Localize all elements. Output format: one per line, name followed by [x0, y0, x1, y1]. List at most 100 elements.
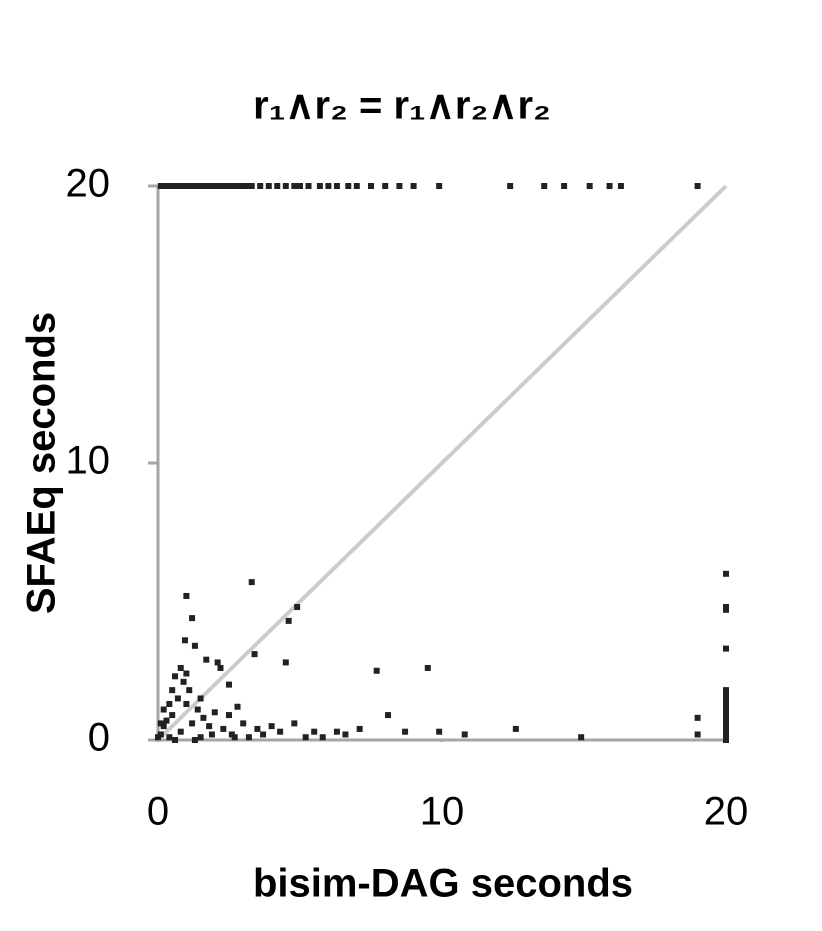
- point: [200, 714, 207, 721]
- point: [382, 183, 389, 189]
- point: [541, 183, 548, 189]
- point: [186, 183, 193, 189]
- point: [206, 723, 213, 730]
- point: [461, 731, 468, 738]
- point: [243, 183, 250, 189]
- point: [723, 687, 729, 694]
- point: [402, 728, 409, 735]
- point: [507, 183, 514, 189]
- point: [385, 712, 392, 719]
- point: [333, 183, 340, 189]
- point: [274, 183, 281, 189]
- point: [606, 183, 613, 189]
- point: [694, 714, 701, 721]
- point: [723, 737, 729, 743]
- point: [169, 183, 176, 189]
- point: [248, 183, 255, 189]
- point: [231, 183, 238, 189]
- point: [197, 695, 204, 702]
- point: [723, 725, 729, 732]
- point: [578, 734, 585, 741]
- point: [410, 183, 417, 189]
- reference-line: [156, 184, 728, 742]
- point: [169, 712, 176, 719]
- point: [254, 725, 261, 732]
- point: [356, 725, 363, 732]
- point: [183, 670, 190, 677]
- point: [203, 183, 210, 189]
- point: [268, 723, 275, 730]
- point: [248, 579, 255, 586]
- x-tick-label: 10: [420, 790, 465, 834]
- point: [694, 731, 701, 738]
- point: [277, 728, 284, 735]
- point: [181, 637, 188, 644]
- point: [260, 731, 267, 738]
- point: [191, 642, 198, 649]
- point: [240, 720, 247, 727]
- point: [172, 737, 179, 743]
- point: [723, 731, 729, 738]
- point: [211, 709, 218, 716]
- point: [396, 183, 403, 189]
- point: [373, 667, 380, 674]
- y-tick-label: 0: [88, 716, 110, 760]
- point: [172, 673, 179, 680]
- point: [163, 717, 170, 724]
- point: [297, 183, 303, 189]
- point: [197, 183, 204, 189]
- point: [214, 659, 221, 666]
- point: [208, 183, 215, 189]
- point: [723, 570, 729, 577]
- point: [237, 183, 244, 189]
- point: [282, 183, 289, 189]
- point: [586, 183, 593, 189]
- point: [197, 734, 204, 741]
- point: [155, 734, 161, 741]
- point: [282, 659, 289, 666]
- point: [157, 183, 164, 189]
- point: [169, 687, 176, 694]
- point: [208, 731, 215, 738]
- point: [723, 720, 729, 727]
- point: [294, 604, 301, 611]
- point: [174, 695, 181, 702]
- point: [177, 728, 184, 735]
- point: [220, 183, 227, 189]
- x-tick-label: 20: [704, 790, 749, 834]
- point: [311, 728, 318, 735]
- point: [160, 706, 167, 713]
- point: [186, 687, 193, 694]
- point: [723, 645, 729, 652]
- y-tick-label: 20: [66, 162, 111, 206]
- point: [319, 734, 326, 741]
- point: [436, 728, 443, 735]
- point: [512, 725, 519, 732]
- point: [166, 734, 173, 741]
- point: [291, 183, 298, 189]
- point: [220, 725, 227, 732]
- point: [424, 664, 431, 671]
- point: [217, 664, 224, 671]
- point: [723, 709, 729, 716]
- y-tick-label: 10: [66, 439, 111, 483]
- point: [234, 703, 241, 710]
- point: [342, 731, 349, 738]
- x-axis-label: bisim-DAG seconds: [253, 862, 633, 906]
- point: [226, 681, 232, 688]
- point: [617, 183, 624, 189]
- point: [214, 183, 221, 189]
- point: [189, 720, 196, 727]
- y-axis-label: SFAEq seconds: [20, 312, 64, 614]
- point: [305, 183, 312, 189]
- point: [189, 615, 196, 622]
- x-tick-label: 0: [147, 790, 169, 834]
- point: [723, 703, 729, 710]
- point: [353, 183, 360, 189]
- point: [436, 183, 443, 189]
- point: [226, 183, 232, 189]
- point: [285, 617, 292, 624]
- point: [723, 604, 729, 611]
- point: [694, 183, 701, 189]
- point: [723, 692, 729, 699]
